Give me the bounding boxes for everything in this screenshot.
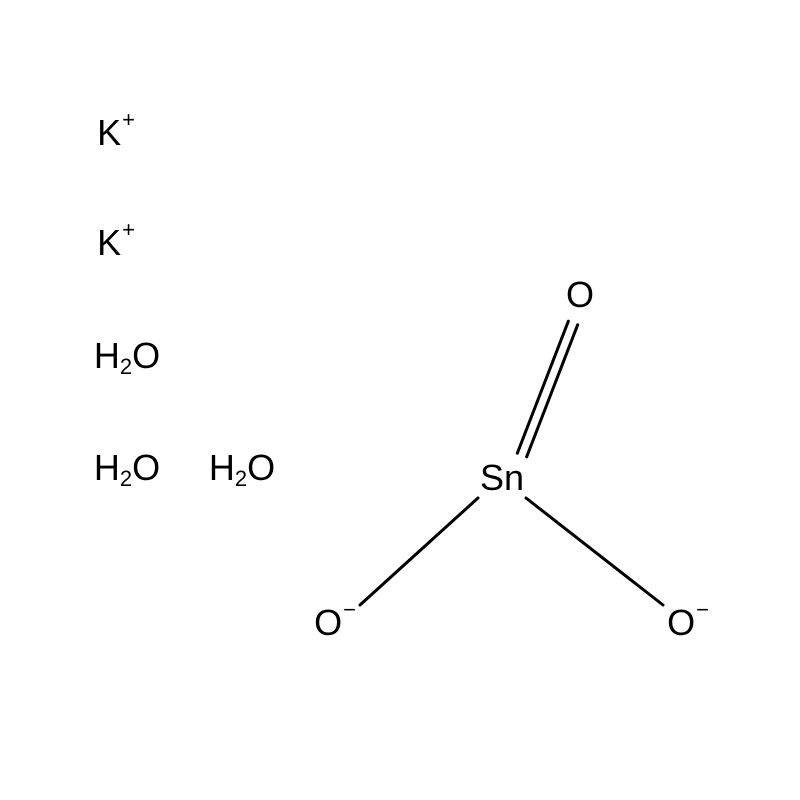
atom-O_l: O− <box>314 597 356 643</box>
atom-K1: K+ <box>97 107 135 153</box>
atom-W3: H2O <box>209 447 275 491</box>
atoms-layer: K+ K+ H2O H2O H2O Sn O O− O− <box>94 107 709 643</box>
atom-Sn: Sn <box>480 457 524 498</box>
atom-W1: H2O <box>94 335 160 379</box>
atom-O_r: O− <box>667 597 709 643</box>
molecule-diagram: K+ K+ H2O H2O H2O Sn O O− O− <box>0 0 800 800</box>
atom-K2: K+ <box>97 217 135 263</box>
atom-W2: H2O <box>94 447 160 491</box>
atom-O_top: O <box>566 274 594 315</box>
